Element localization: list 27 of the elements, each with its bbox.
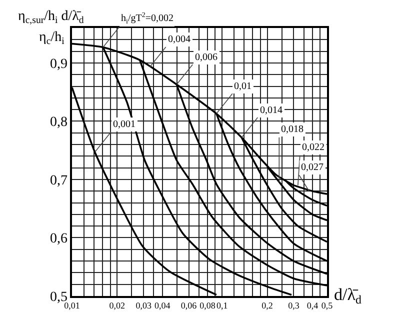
x-tick-label: 0,02 — [109, 300, 126, 311]
y-tick-label: 0,7 — [50, 173, 68, 188]
x-tick-label: 0,01 — [64, 300, 80, 311]
y-tick-label: 0,9 — [50, 56, 68, 72]
annotation: 0,027 — [301, 162, 324, 173]
x-tick-label: 0,04 — [154, 300, 171, 311]
annotation: 0,022 — [302, 142, 324, 153]
x-tick-label: 0,08 — [200, 300, 216, 311]
annotation: 0,006 — [195, 52, 218, 63]
x-tick-label: 0,5 — [321, 300, 334, 311]
x-tick-label: 0,06 — [180, 300, 198, 311]
annotation: 0,001 — [113, 119, 136, 130]
annotation: 0,014 — [260, 105, 282, 116]
annotation: 0,01 — [234, 81, 252, 92]
annotation: 0,004 — [168, 34, 190, 45]
annotation: 0,018 — [281, 124, 304, 135]
x-tick-label: 0,03 — [136, 300, 152, 311]
y-tick-label: 0,8 — [50, 115, 68, 130]
x-tick-label: 0,2 — [262, 300, 273, 311]
x-axis-title: d/λ̄$_{d}$ — [334, 285, 362, 307]
x-tick-label: 0,3 — [288, 300, 300, 311]
annotation: h$_{i}$/gT$^{2}$=0,002 — [121, 11, 174, 26]
text: η$_{c}$/h$_{i}$ — [39, 30, 65, 47]
y-axis-title: η$_{c,sur}$/h$_{i}$ d/λ̄$_{d}$ — [18, 9, 84, 26]
y-tick-label: 0,6 — [50, 232, 68, 247]
x-tick-label: 0,1 — [216, 300, 228, 311]
x-tick-label: 0,4 — [306, 300, 319, 311]
